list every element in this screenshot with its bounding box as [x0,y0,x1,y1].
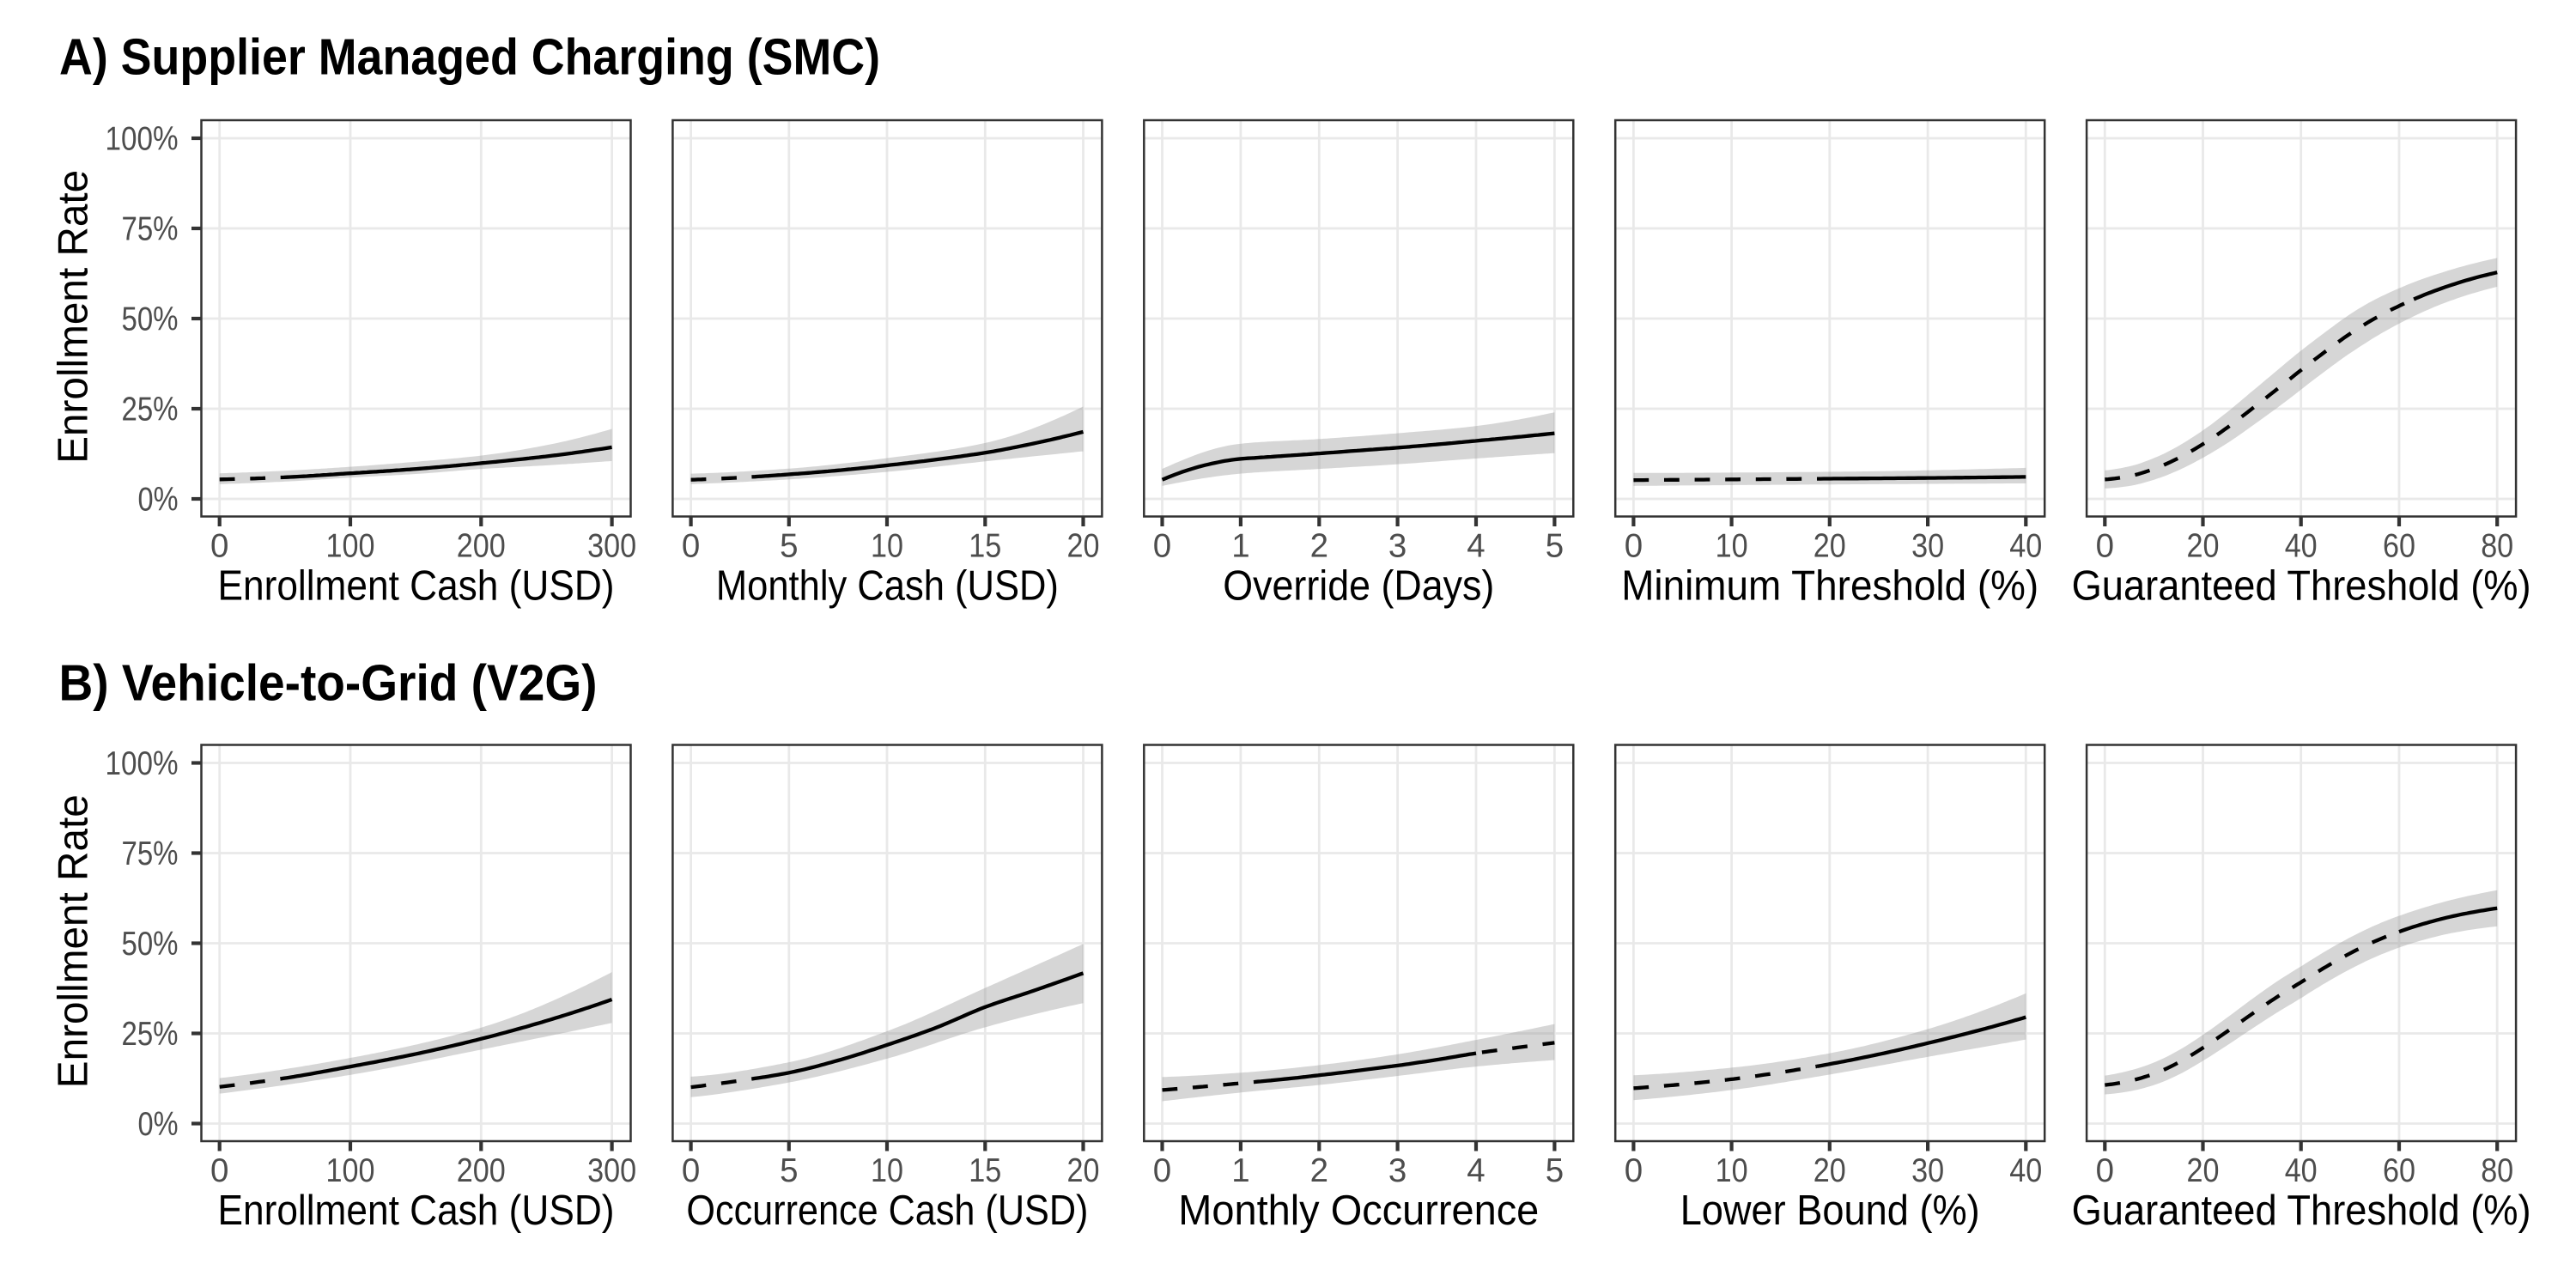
svg-text:40: 40 [2009,528,2042,565]
svg-text:4: 4 [1467,1152,1485,1189]
svg-text:10: 10 [1716,1152,1748,1189]
svg-text:0%: 0% [138,482,179,519]
svg-text:300: 300 [587,1152,636,1189]
svg-text:25%: 25% [122,1016,179,1053]
svg-text:50%: 50% [122,301,179,338]
svg-text:Guaranteed Threshold (%): Guaranteed Threshold (%) [2072,563,2531,610]
svg-text:60: 60 [2383,1152,2415,1189]
svg-text:100%: 100% [106,121,179,158]
svg-text:15: 15 [969,1152,1001,1189]
svg-text:Guaranteed Threshold (%): Guaranteed Threshold (%) [2072,1188,2531,1234]
svg-text:Monthly Cash (USD): Monthly Cash (USD) [716,563,1059,610]
svg-text:100%: 100% [106,745,179,782]
svg-text:20: 20 [2187,528,2220,565]
svg-text:2: 2 [1310,1152,1328,1189]
svg-text:20: 20 [1814,1152,1846,1189]
svg-text:Monthly Occurrence: Monthly Occurrence [1178,1188,1539,1234]
svg-text:0: 0 [1153,1152,1171,1189]
svg-text:Enrollment Cash (USD): Enrollment Cash (USD) [218,563,615,610]
svg-text:0: 0 [2096,528,2114,565]
svg-text:75%: 75% [122,211,179,248]
svg-text:0: 0 [210,528,228,565]
svg-text:50%: 50% [122,926,179,963]
svg-text:200: 200 [457,528,506,565]
svg-text:0: 0 [210,1152,228,1189]
svg-text:0: 0 [682,1152,700,1189]
svg-text:2: 2 [1310,528,1328,565]
svg-text:40: 40 [2009,1152,2042,1189]
svg-text:1: 1 [1231,1152,1249,1189]
svg-text:40: 40 [2285,528,2318,565]
svg-text:3: 3 [1388,528,1406,565]
svg-text:100: 100 [326,528,375,565]
svg-text:100: 100 [326,1152,375,1189]
svg-text:4: 4 [1467,528,1485,565]
svg-text:5: 5 [780,528,798,565]
svg-text:30: 30 [1911,1152,1944,1189]
svg-text:20: 20 [1067,528,1100,565]
svg-text:0: 0 [1625,1152,1643,1189]
svg-text:25%: 25% [122,392,179,428]
svg-text:B) Vehicle-to-Grid (V2G): B) Vehicle-to-Grid (V2G) [59,653,598,711]
svg-text:15: 15 [969,528,1001,565]
svg-text:200: 200 [457,1152,506,1189]
svg-text:0: 0 [682,528,700,565]
svg-text:5: 5 [1546,1152,1564,1189]
svg-text:A) Supplier Managed Charging (: A) Supplier Managed Charging (SMC) [59,28,880,86]
svg-text:10: 10 [1716,528,1748,565]
svg-text:Occurrence Cash (USD): Occurrence Cash (USD) [686,1188,1088,1234]
svg-text:30: 30 [1911,528,1944,565]
svg-text:0: 0 [1153,528,1171,565]
svg-text:75%: 75% [122,835,179,872]
svg-text:3: 3 [1388,1152,1406,1189]
svg-text:60: 60 [2383,528,2415,565]
svg-text:Enrollment Cash (USD): Enrollment Cash (USD) [218,1188,615,1234]
svg-text:5: 5 [1546,528,1564,565]
svg-text:Minimum Threshold (%): Minimum Threshold (%) [1621,563,2038,610]
svg-text:20: 20 [2187,1152,2220,1189]
svg-text:5: 5 [780,1152,798,1189]
svg-text:Enrollment Rate: Enrollment Rate [51,170,97,464]
svg-text:0%: 0% [138,1106,179,1143]
svg-text:10: 10 [871,1152,903,1189]
svg-text:40: 40 [2285,1152,2318,1189]
svg-text:300: 300 [587,528,636,565]
svg-text:Override (Days): Override (Days) [1223,563,1494,610]
svg-text:0: 0 [2096,1152,2114,1189]
svg-text:1: 1 [1231,528,1249,565]
svg-text:20: 20 [1067,1152,1100,1189]
svg-text:10: 10 [871,528,903,565]
svg-text:80: 80 [2481,1152,2513,1189]
svg-text:0: 0 [1625,528,1643,565]
svg-text:20: 20 [1814,528,1846,565]
svg-text:Lower Bound (%): Lower Bound (%) [1680,1188,1980,1234]
svg-text:80: 80 [2481,528,2513,565]
svg-text:Enrollment Rate: Enrollment Rate [51,794,97,1088]
